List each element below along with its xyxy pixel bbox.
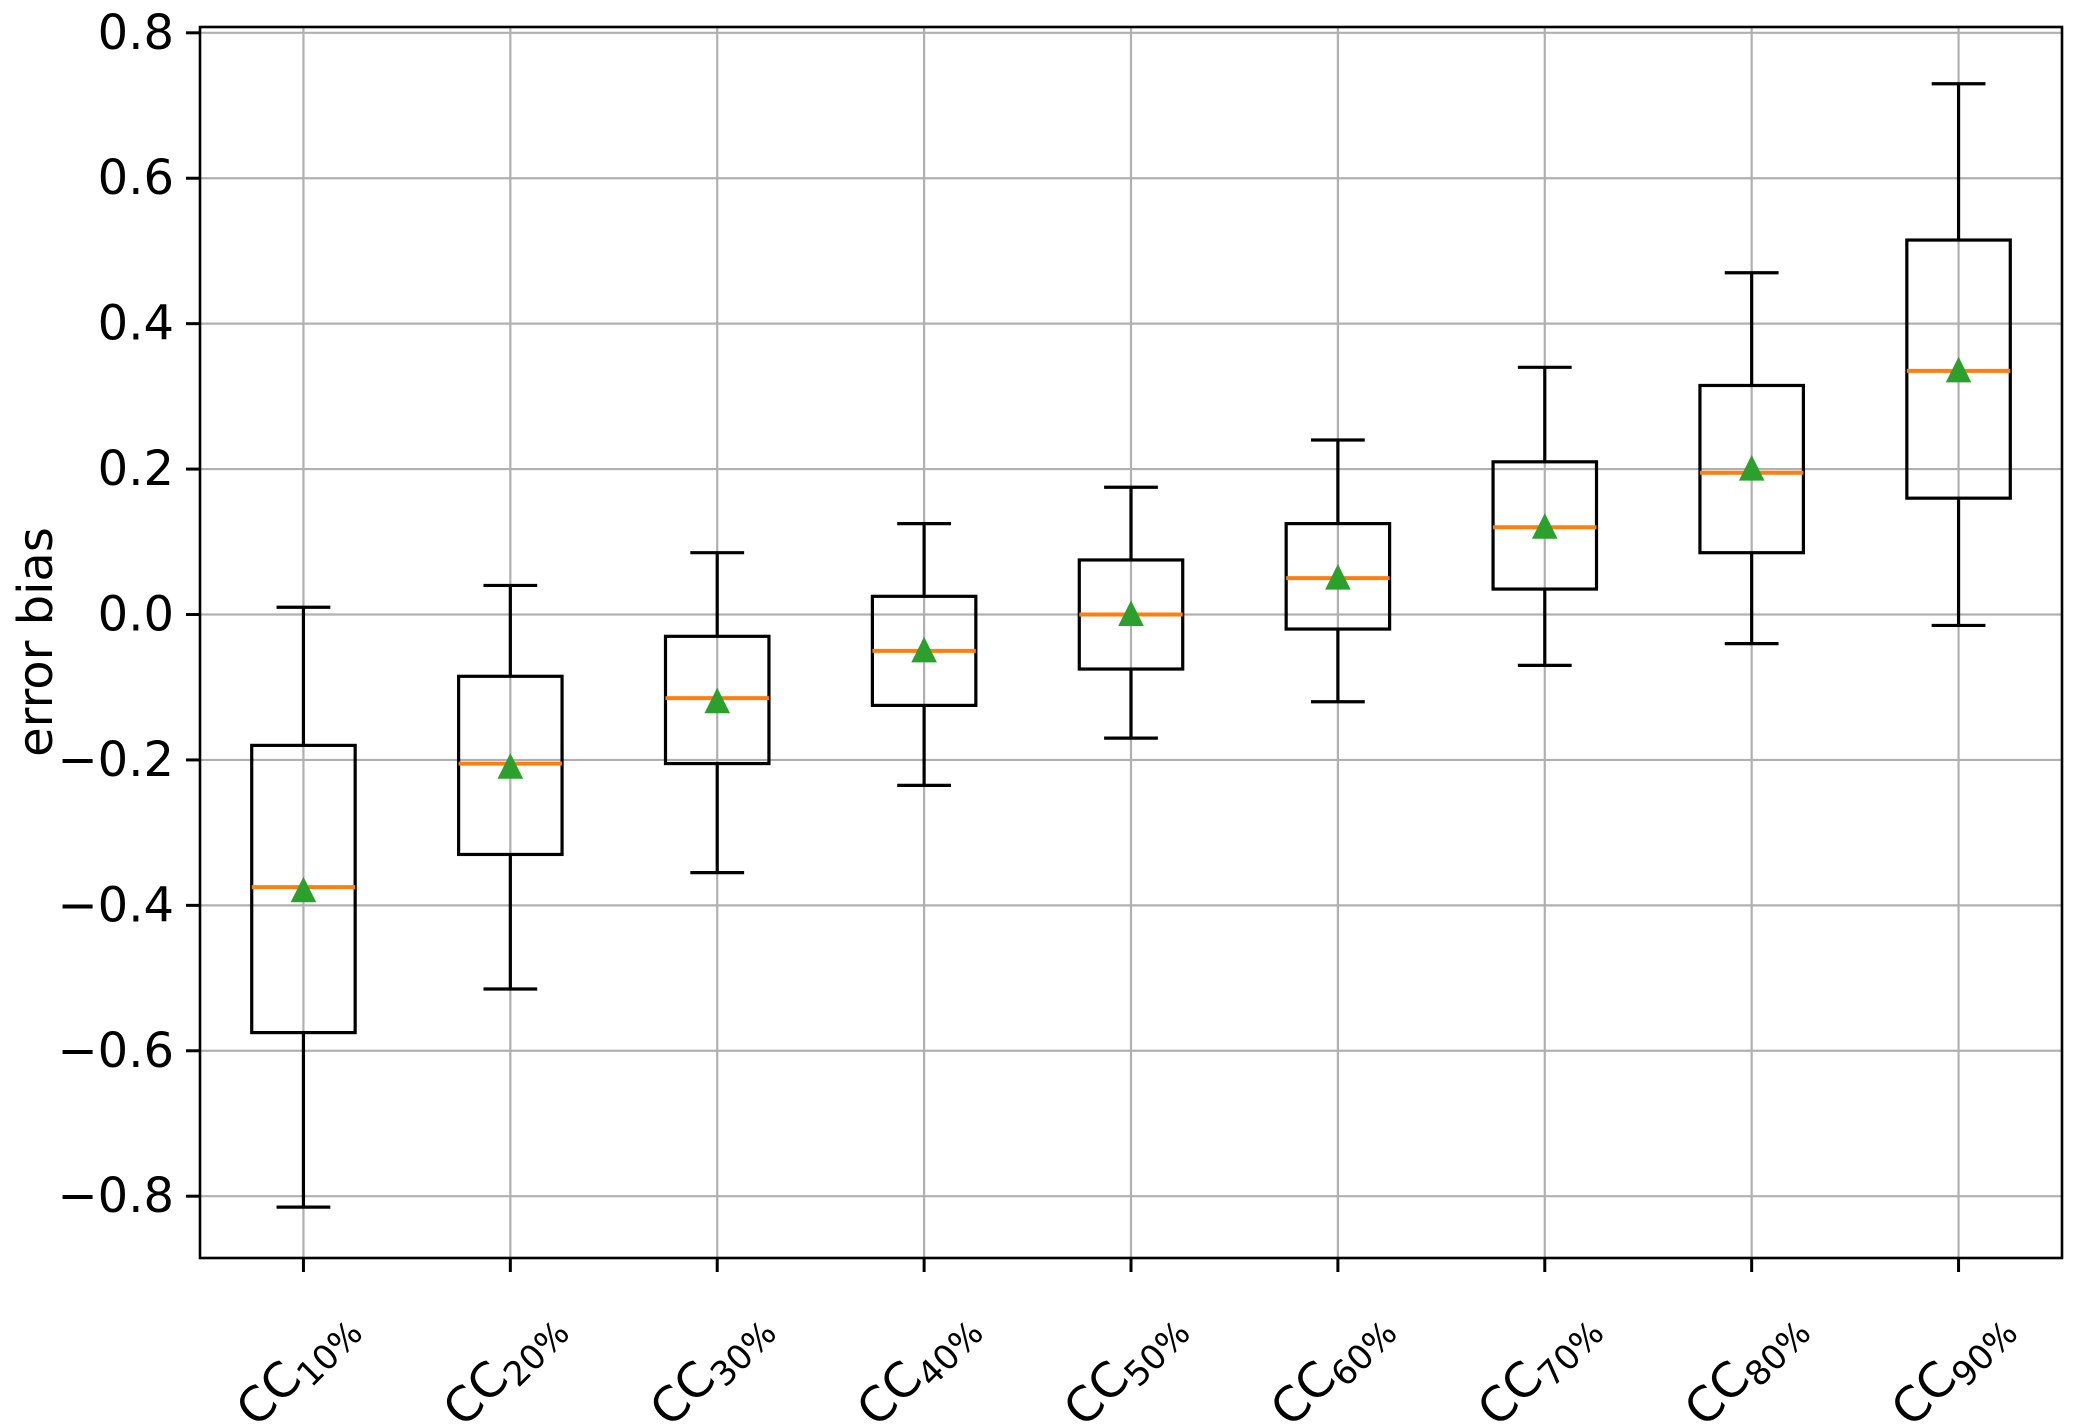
x-tick-label: CC60% bbox=[1260, 1297, 1405, 1424]
y-tick-label: 0.2 bbox=[98, 441, 174, 497]
box-cc20pct bbox=[457, 583, 564, 991]
x-tick-label: CC30% bbox=[639, 1297, 784, 1424]
box-cc60pct bbox=[1284, 438, 1392, 704]
y-tick-label: 0.8 bbox=[98, 5, 174, 61]
box-cc30pct bbox=[663, 551, 771, 875]
boxes-layer bbox=[250, 82, 2012, 1209]
mean-marker bbox=[290, 876, 317, 903]
mean-marker bbox=[1738, 454, 1765, 481]
y-tick-label: −0.4 bbox=[57, 877, 174, 933]
y-tick-label: −0.6 bbox=[57, 1023, 174, 1079]
iqr-box bbox=[1698, 383, 1805, 555]
y-tick-label: −0.2 bbox=[57, 732, 174, 788]
x-tick-label: CC80% bbox=[1674, 1297, 1819, 1424]
x-tick-label: CC70% bbox=[1467, 1297, 1612, 1424]
y-tick-label: −0.8 bbox=[57, 1168, 174, 1224]
mean-marker bbox=[1325, 564, 1351, 590]
box-cc40pct bbox=[870, 522, 978, 787]
x-tick-label: CC40% bbox=[846, 1297, 991, 1424]
x-tick-label: CC50% bbox=[1053, 1297, 1198, 1424]
mean-marker bbox=[911, 636, 937, 663]
mean-marker bbox=[1531, 513, 1558, 539]
box-cc70pct bbox=[1491, 365, 1599, 668]
axes-layer: −0.8 −0.6 −0.4 −0.2 0.0 0.2 0.4 0.6 0.8 CC10% CC20… bbox=[57, 5, 2064, 1424]
x-tick-label: CC10% bbox=[225, 1297, 370, 1424]
y-tick-label: 0.4 bbox=[98, 296, 174, 352]
mean-marker bbox=[704, 687, 731, 714]
y-axis-label: error bias bbox=[8, 527, 64, 757]
x-tick-label: CC90% bbox=[1881, 1297, 2026, 1424]
y-tick-label: 0.0 bbox=[98, 587, 174, 643]
box-cc50pct bbox=[1077, 485, 1185, 740]
x-tick-label: CC20% bbox=[432, 1297, 577, 1424]
box-cc90pct bbox=[1905, 82, 2012, 628]
y-tick-label: 0.6 bbox=[98, 150, 174, 206]
mean-marker bbox=[1118, 600, 1144, 627]
box-cc10pct bbox=[250, 605, 357, 1209]
box-cc80pct bbox=[1698, 271, 1805, 646]
mean-marker bbox=[1945, 356, 1972, 383]
mean-marker bbox=[497, 753, 524, 779]
gridlines-layer bbox=[200, 27, 2062, 1258]
